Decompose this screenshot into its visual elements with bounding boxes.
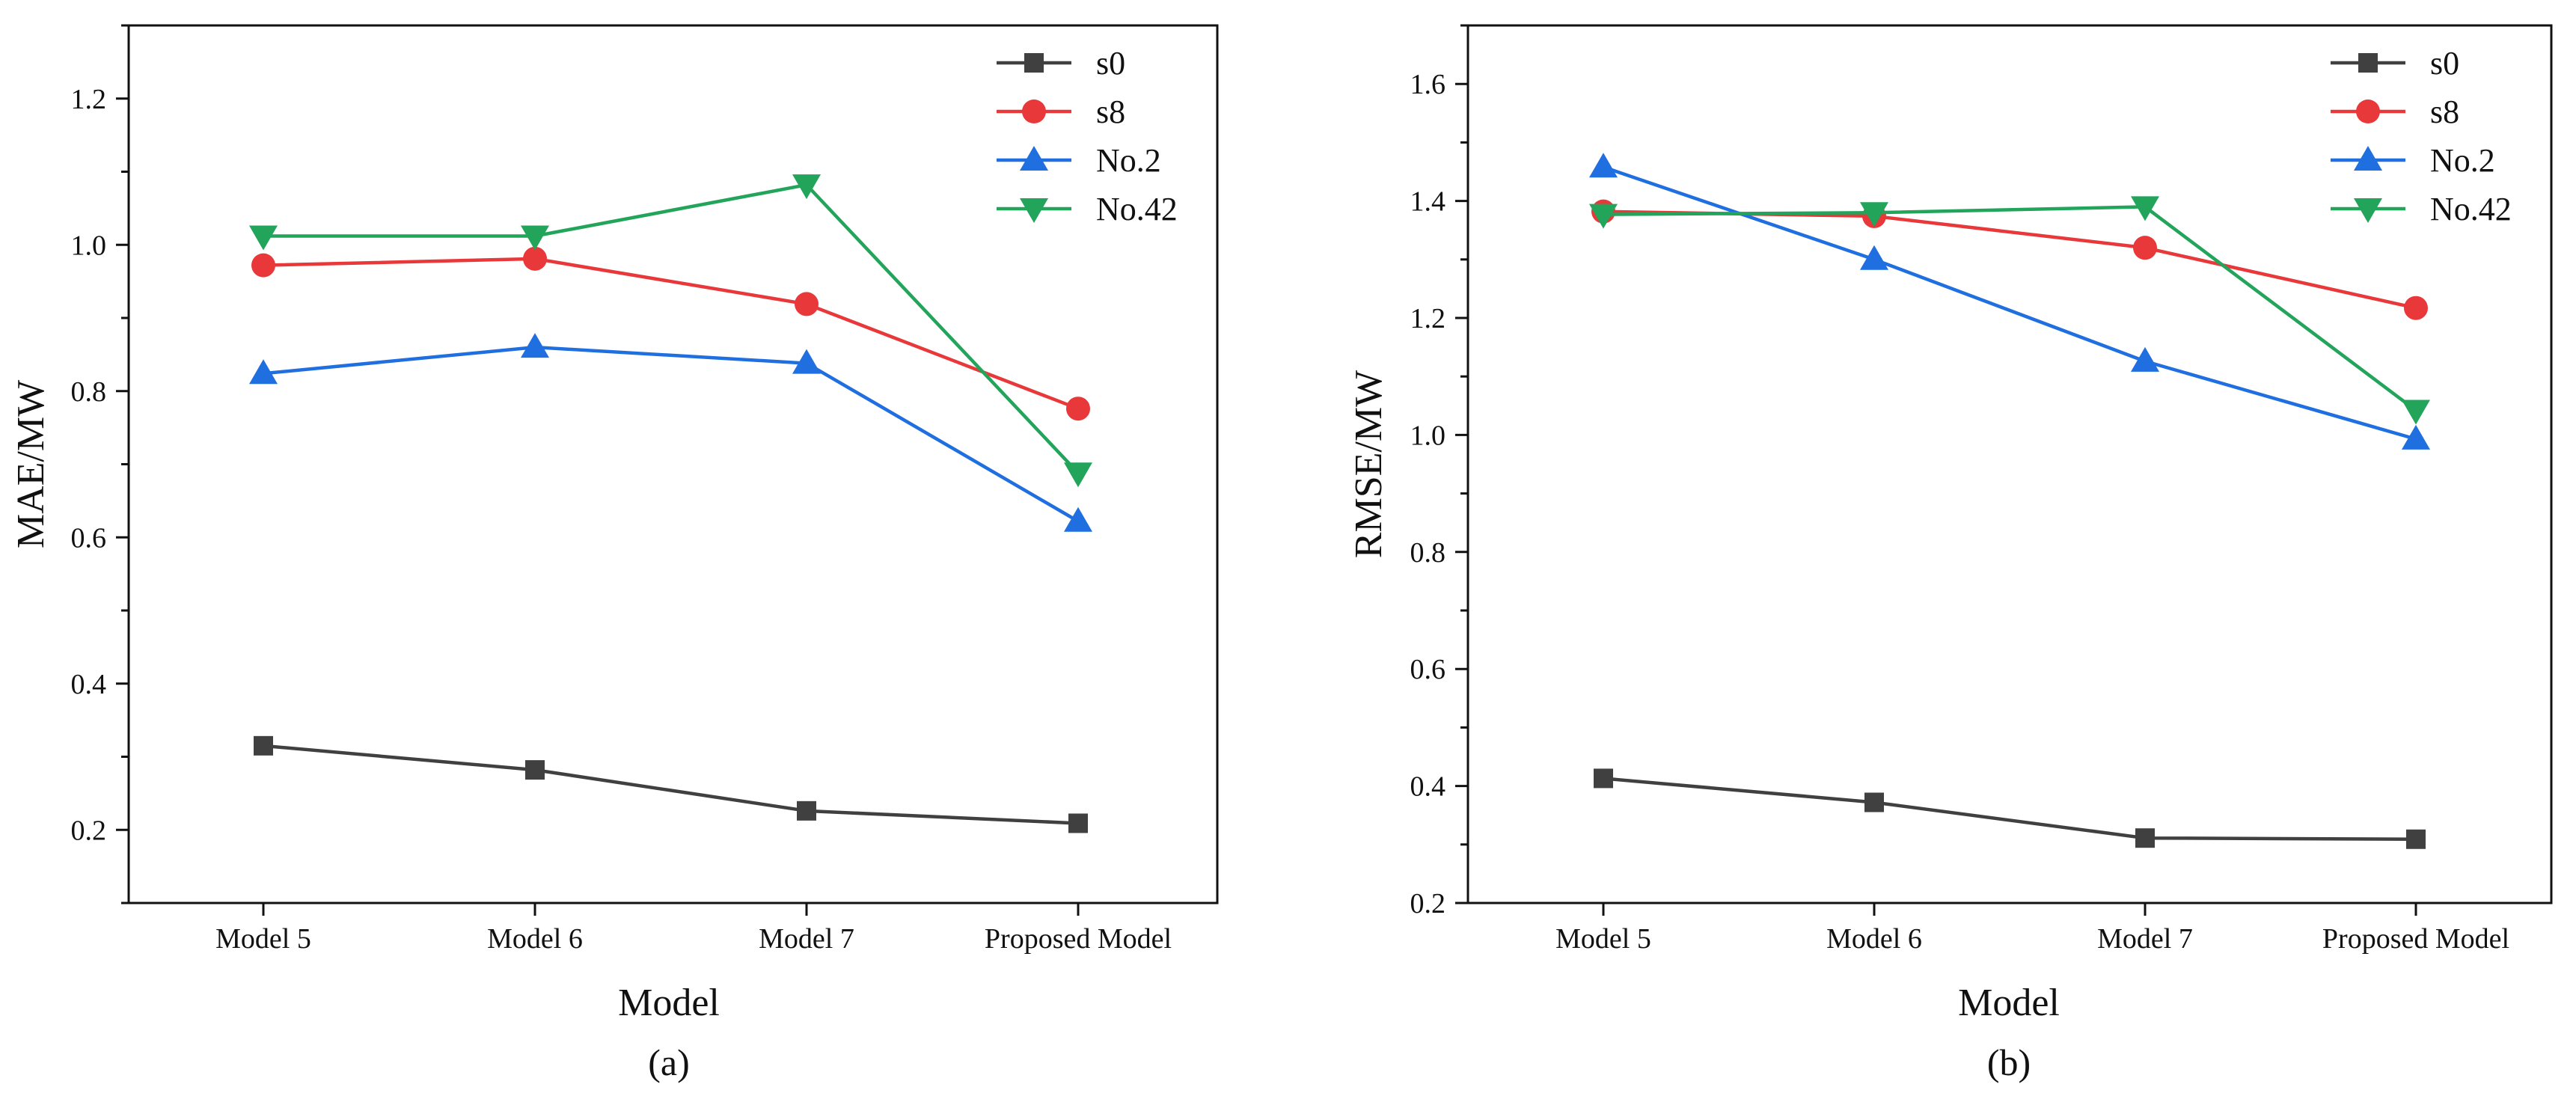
- data-point-No.2: [792, 349, 821, 374]
- data-point-No.42: [2131, 196, 2159, 221]
- chart-panel-a: 0.2 0.4 0.6 0.8 1.0 1.2 Model 5 Model 6 Model 7 P…: [10, 24, 1219, 1083]
- panel-caption: (a): [648, 1041, 690, 1083]
- data-point-s0: [1068, 813, 1088, 833]
- data-point-s8: [251, 253, 275, 278]
- x-tick-label: Proposed Model: [2322, 923, 2509, 955]
- legend-label-No.42: No.42: [2430, 191, 2512, 227]
- legend-label-s8: s8: [1096, 94, 1125, 130]
- series-line-No.2: [263, 345, 1080, 523]
- legend-label-No.2: No.2: [1096, 142, 1161, 179]
- y-tick-label: 0.2: [1410, 888, 1446, 919]
- data-point-s8: [2133, 236, 2157, 260]
- x-tick-label: Model 7: [759, 923, 854, 955]
- legend-marker-s8: [2356, 100, 2380, 123]
- legend-marker-No.42: [2354, 198, 2382, 223]
- data-point-s8: [2404, 296, 2428, 320]
- legend-marker-No.2: [1020, 146, 1048, 171]
- data-point-No.42: [1589, 203, 1618, 229]
- data-point-No.42: [2402, 400, 2430, 425]
- y-tick-label: 1.2: [1410, 303, 1446, 334]
- x-tick-label: Model 7: [2097, 923, 2193, 955]
- y-tick-label: 1.2: [71, 84, 107, 115]
- data-point-No.42: [1860, 202, 1888, 227]
- data-point-s8: [1066, 397, 1090, 421]
- legend-marker-No.2: [2354, 146, 2382, 171]
- series-line-No.2: [1603, 165, 2417, 441]
- x-tick-label: Model 5: [1555, 923, 1651, 955]
- x-axis-title: Model: [1958, 982, 2060, 1024]
- series-line-s8: [1603, 209, 2417, 310]
- data-point-s0: [797, 801, 816, 821]
- legend: s0 s8 No.2 No.42: [997, 45, 1178, 227]
- y-tick-label: 0.2: [71, 815, 107, 846]
- legend-label-s0: s0: [1096, 45, 1125, 82]
- x-axis-title: Model: [618, 982, 720, 1024]
- data-point-s0: [1864, 792, 1884, 812]
- data-point-No.2: [2402, 424, 2430, 450]
- data-point-No.2: [2131, 346, 2159, 372]
- x-tick-label: Model 6: [487, 923, 583, 955]
- data-point-s8: [523, 246, 547, 271]
- panel-caption: (b): [1987, 1041, 2031, 1083]
- series-line-No.42: [1603, 205, 2417, 412]
- y-tick-label: 0.8: [71, 376, 107, 408]
- plot-frame: [1466, 24, 2553, 904]
- data-point-s0: [2406, 829, 2426, 849]
- series-line-s8: [263, 257, 1079, 411]
- legend: s0 s8 No.2 No.42: [2331, 45, 2512, 227]
- chart-panel-b: 0.2 0.4 0.6 0.8 1.0 1.2 1.4 1.6 Model 5 Model 6 Mo…: [1347, 24, 2553, 1083]
- y-tick-label: 1.6: [1410, 69, 1446, 100]
- legend-marker-s8: [1022, 100, 1046, 123]
- data-point-No.2: [249, 359, 278, 385]
- legend-label-s0: s0: [2430, 45, 2459, 82]
- series-line-s0: [263, 744, 1079, 825]
- x-tick-label: Proposed Model: [985, 923, 1172, 955]
- y-tick-label: 0.6: [1410, 654, 1446, 685]
- y-tick-label: 0.8: [1410, 537, 1446, 569]
- y-tick-label: 1.4: [1410, 186, 1446, 218]
- data-point-No.42: [1064, 462, 1092, 488]
- y-axis-title: RMSE/MW: [1347, 370, 1390, 558]
- plot-frame: [127, 24, 1219, 904]
- y-tick-label: 0.6: [71, 522, 107, 554]
- data-point-s0: [254, 735, 273, 756]
- x-tick-label: Model 5: [215, 923, 311, 955]
- legend-label-No.2: No.2: [2430, 142, 2495, 179]
- data-point-No.42: [521, 225, 549, 251]
- data-point-No.2: [521, 333, 549, 358]
- y-tick-label: 1.0: [1410, 420, 1446, 451]
- y-tick-label: 1.0: [71, 230, 107, 261]
- legend-label-No.42: No.42: [1096, 191, 1178, 227]
- data-point-No.42: [249, 225, 278, 251]
- y-tick-label: 0.4: [1410, 771, 1446, 803]
- series-line-No.42: [263, 183, 1080, 474]
- data-point-No.2: [1589, 153, 1618, 178]
- y-tick-label: 0.4: [71, 669, 107, 700]
- data-point-s0: [525, 760, 545, 780]
- y-axis-title: MAE/MW: [10, 380, 52, 548]
- series-line-s0: [1603, 777, 2417, 842]
- data-point-s8: [795, 292, 819, 316]
- legend-marker-No.42: [1020, 198, 1048, 223]
- data-point-No.2: [1064, 506, 1092, 532]
- data-point-s0: [1594, 768, 1613, 789]
- legend-marker-s0: [2358, 53, 2378, 73]
- legend-marker-s0: [1024, 53, 1044, 73]
- legend-label-s8: s8: [2430, 94, 2459, 130]
- x-tick-label: Model 6: [1826, 923, 1922, 955]
- data-point-No.2: [1860, 245, 1888, 270]
- data-point-No.42: [792, 174, 821, 200]
- data-point-s0: [2135, 828, 2155, 848]
